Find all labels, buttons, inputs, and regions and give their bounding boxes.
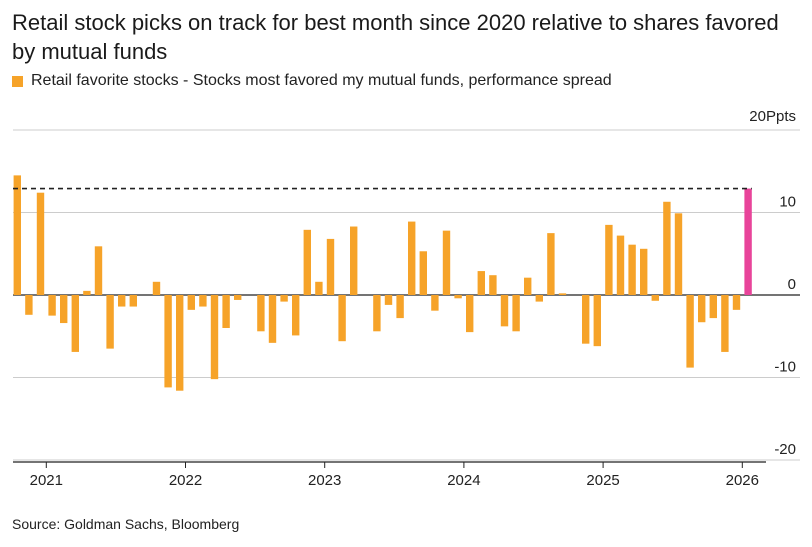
bar	[280, 295, 288, 302]
bar	[558, 293, 567, 295]
bar	[466, 295, 474, 333]
x-tick-label: 2021	[30, 472, 63, 489]
bar	[187, 295, 195, 310]
y-tick-label: 0	[788, 276, 796, 293]
bar	[268, 295, 277, 343]
bar	[651, 295, 659, 301]
bar	[732, 295, 741, 310]
bar-highlight	[744, 188, 752, 295]
bar	[350, 226, 358, 295]
bar	[48, 295, 56, 316]
bar	[419, 251, 427, 295]
bar	[512, 295, 520, 332]
bar	[106, 295, 114, 349]
bar	[326, 238, 335, 295]
bar	[222, 295, 230, 328]
bar	[628, 244, 636, 295]
bar	[605, 224, 613, 295]
x-tick-label: 2024	[447, 472, 480, 489]
bar	[721, 295, 729, 352]
x-tick-label: 2023	[308, 472, 341, 489]
y-tick-label: -20	[774, 441, 796, 458]
bar	[500, 295, 509, 327]
bar	[535, 295, 543, 302]
bar	[292, 295, 300, 336]
bar	[25, 295, 33, 315]
bar	[524, 277, 532, 295]
bar	[373, 295, 381, 332]
bar	[303, 229, 311, 295]
bar	[593, 295, 601, 347]
bar	[674, 213, 683, 295]
y-unit-label: 20Ppts	[749, 108, 796, 125]
source-note: Source: Goldman Sachs, Bloomberg	[12, 516, 240, 532]
bar	[199, 295, 207, 307]
bar	[338, 295, 346, 342]
bar	[83, 290, 91, 295]
bar	[547, 233, 555, 295]
bar	[489, 275, 497, 295]
legend: Retail favorite stocks - Stocks most fav…	[12, 72, 612, 90]
y-tick-label: 10	[779, 194, 796, 211]
bar	[118, 295, 126, 307]
x-tick-label: 2022	[169, 472, 202, 489]
bar	[234, 295, 242, 300]
bar	[582, 295, 590, 344]
bar	[663, 201, 671, 295]
bar	[210, 295, 219, 380]
legend-swatch	[12, 75, 23, 87]
bar	[13, 175, 21, 295]
bar	[176, 295, 184, 391]
bar	[709, 295, 717, 319]
bar	[686, 295, 694, 368]
chart-area: 10 0 -10 -20 2021 2022 2023 2024 2025 2026 20Ppts	[13, 108, 800, 489]
bar	[60, 295, 68, 324]
bar	[640, 248, 648, 295]
bar	[71, 295, 79, 352]
bar	[257, 295, 265, 332]
legend-label: Retail favorite stocks - Stocks most fav…	[31, 72, 612, 89]
bar	[36, 192, 45, 295]
y-tick-label: -10	[774, 359, 796, 376]
bar	[152, 281, 161, 295]
bar	[442, 230, 451, 295]
x-tick-label: 2026	[726, 472, 759, 489]
bar	[315, 281, 323, 295]
bar	[616, 235, 625, 295]
bar	[384, 295, 393, 305]
bar	[94, 246, 103, 295]
bar	[129, 295, 137, 307]
bar	[698, 295, 706, 323]
bar	[396, 295, 404, 319]
bar	[431, 295, 439, 311]
bar	[477, 271, 485, 295]
bar	[164, 295, 172, 388]
bar	[454, 295, 462, 299]
bar	[408, 221, 416, 295]
chart-title: Retail stock picks on track for best mon…	[12, 10, 779, 64]
x-tick-label: 2025	[586, 472, 619, 489]
